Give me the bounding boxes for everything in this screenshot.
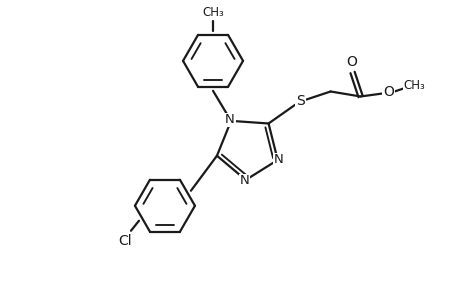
Text: O: O (345, 56, 356, 70)
Text: N: N (240, 174, 249, 188)
Text: CH₃: CH₃ (403, 79, 425, 92)
Text: N: N (224, 113, 235, 126)
Text: O: O (382, 85, 393, 100)
Text: Cl: Cl (118, 234, 131, 248)
Text: CH₃: CH₃ (202, 6, 224, 20)
Text: N: N (273, 154, 283, 166)
Text: S: S (296, 94, 304, 109)
